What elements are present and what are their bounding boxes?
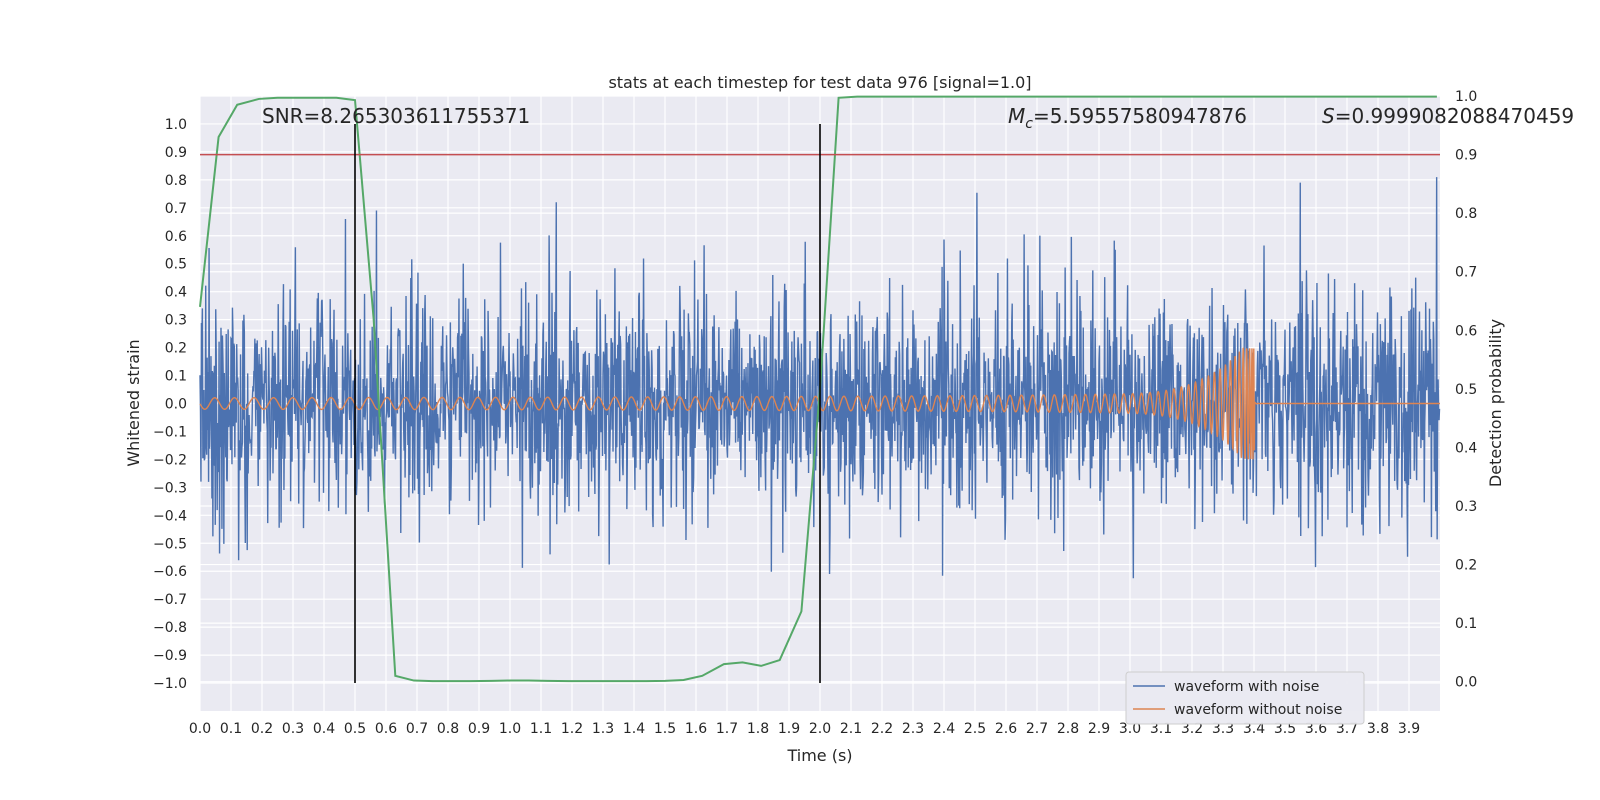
x-tick-label: 1.0 — [499, 721, 521, 737]
x-tick-label: 2.6 — [995, 721, 1017, 737]
y-tick-label: −0.6 — [153, 564, 187, 580]
x-tick-label: 0.8 — [437, 721, 459, 737]
x-tick-label: 2.2 — [871, 721, 893, 737]
legend: waveform with noise waveform without noi… — [1125, 671, 1365, 725]
y-right-tick-label: 0.2 — [1455, 558, 1477, 574]
x-axis-label: Time (s) — [786, 746, 852, 765]
s-annotation: S=0.9999082088470459 — [1322, 104, 1574, 128]
y-tick-label: 0.0 — [165, 397, 187, 413]
x-tick-label: 3.8 — [1367, 721, 1389, 737]
x-tick-label: 2.7 — [1026, 721, 1048, 737]
y-tick-label: −0.9 — [153, 648, 187, 664]
y-axis-right-label: Detection probability — [1486, 319, 1505, 487]
x-tick-label: 3.4 — [1243, 721, 1265, 737]
y-tick-label: 0.5 — [165, 257, 187, 273]
y-axis-label: Whitened strain — [124, 339, 143, 466]
x-tick-label: 3.2 — [1181, 721, 1203, 737]
y-right-tick-label: 0.4 — [1455, 440, 1477, 456]
y-right-tick-label: 0.0 — [1455, 675, 1477, 691]
y-tick-label: −0.2 — [153, 452, 187, 468]
y-tick-label: 0.9 — [165, 145, 187, 161]
y-tick-label: −0.3 — [153, 480, 187, 496]
x-tick-label: 0.7 — [406, 721, 428, 737]
x-tick-label: 1.7 — [716, 721, 738, 737]
x-tick-label: 1.2 — [561, 721, 583, 737]
chirp-mass-annotation: Mc=5.59557580947876 — [1008, 104, 1247, 132]
x-tick-label: 3.0 — [1119, 721, 1141, 737]
x-tick-label: 0.5 — [344, 721, 366, 737]
x-tick-label: 0.9 — [468, 721, 490, 737]
y-tick-label: −0.8 — [153, 620, 187, 636]
x-tick-label: 3.3 — [1212, 721, 1234, 737]
x-tick-label: 2.9 — [1088, 721, 1110, 737]
x-tick-label: 0.3 — [282, 721, 304, 737]
x-tick-label: 1.4 — [623, 721, 645, 737]
y-tick-label: −1.0 — [153, 676, 187, 692]
y-tick-label: −0.4 — [153, 508, 187, 524]
snr-annotation: SNR=8.265303611755371 — [262, 104, 530, 128]
legend-box — [1125, 671, 1365, 725]
y-right-tick-label: 0.7 — [1455, 265, 1477, 281]
detection-probability-line — [199, 95, 1437, 683]
y-tick-label: 0.4 — [165, 285, 187, 301]
y-right-tick-label: 0.1 — [1455, 616, 1477, 632]
x-tick-label: 1.5 — [654, 721, 676, 737]
x-tick-label: 0.0 — [189, 721, 211, 737]
x-tick-label: 0.4 — [313, 721, 335, 737]
y-right-tick-label: 1.0 — [1455, 89, 1477, 105]
y-tick-label: 0.2 — [165, 341, 187, 357]
x-tick-label: 1.9 — [778, 721, 800, 737]
chart-title: stats at each timestep for test data 976… — [608, 73, 1031, 92]
x-tick-label: 1.1 — [530, 721, 552, 737]
x-tick-label: 3.5 — [1274, 721, 1296, 737]
x-tick-label: 2.8 — [1057, 721, 1079, 737]
x-tick-label: 3.9 — [1398, 721, 1420, 737]
y-tick-label: 0.3 — [165, 313, 187, 329]
legend-label-clean: waveform without noise — [1174, 702, 1342, 718]
y-tick-label: −0.7 — [153, 592, 187, 608]
y-right-tick-label: 0.5 — [1455, 382, 1477, 398]
y-tick-label: 0.1 — [165, 369, 187, 385]
x-tick-label: 2.1 — [840, 721, 862, 737]
y-tick-label: 0.6 — [165, 229, 187, 245]
x-tick-label: 1.3 — [592, 721, 614, 737]
y-tick-label: −0.1 — [153, 424, 187, 440]
legend-label-noise: waveform with noise — [1174, 679, 1319, 695]
y-right-tick-label: 0.3 — [1455, 499, 1477, 515]
x-tick-label: 3.1 — [1150, 721, 1172, 737]
x-tick-label: 1.6 — [685, 721, 707, 737]
series-detection-probability — [199, 95, 1437, 683]
x-tick-label: 2.4 — [933, 721, 955, 737]
x-tick-label: 3.6 — [1305, 721, 1327, 737]
x-tick-label: 1.8 — [747, 721, 769, 737]
axis-ticks: 0.0 0.1 0.2 0.3 0.4 0.5 0.6 0.7 0.8 0.9 1.0 1.1 1.2 1… — [153, 89, 1477, 737]
x-tick-label: 0.6 — [375, 721, 397, 737]
overlay-lines — [200, 123, 1440, 684]
y-tick-label: 1.0 — [165, 117, 187, 133]
y-right-tick-label: 0.6 — [1455, 323, 1477, 339]
x-tick-label: 2.0 — [809, 721, 831, 737]
y-tick-label: 0.8 — [165, 173, 187, 189]
y-right-tick-label: 0.8 — [1455, 206, 1477, 222]
x-tick-label: 0.1 — [220, 721, 242, 737]
y-tick-label: 0.7 — [165, 201, 187, 217]
x-tick-label: 0.2 — [251, 721, 273, 737]
y-right-tick-label: 0.9 — [1455, 148, 1477, 164]
x-tick-label: 2.5 — [964, 721, 986, 737]
x-tick-label: 3.7 — [1336, 721, 1358, 737]
x-tick-label: 2.3 — [902, 721, 924, 737]
y-tick-label: −0.5 — [153, 536, 187, 552]
